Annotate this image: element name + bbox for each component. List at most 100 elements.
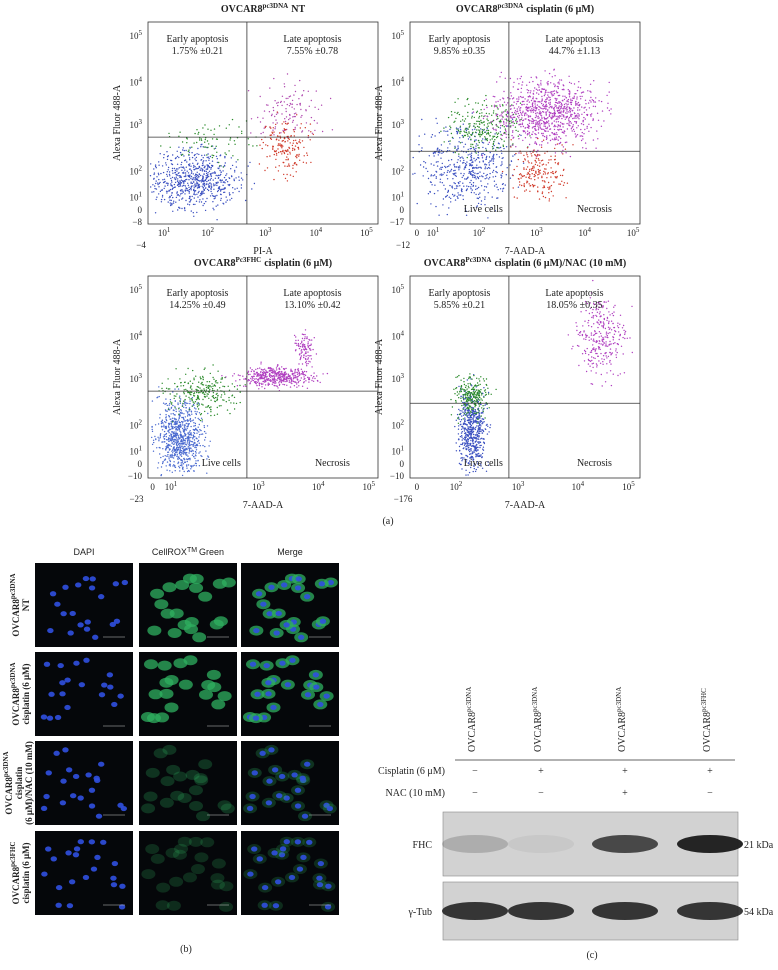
event-dot [550, 140, 551, 141]
event-dot [234, 373, 235, 374]
event-dot [217, 158, 218, 159]
event-dot [308, 347, 309, 348]
text-part: OVCAR8 [194, 258, 236, 269]
event-dot [556, 102, 557, 103]
event-dot [160, 414, 161, 415]
event-dot [190, 465, 191, 466]
text-part: 0 [415, 228, 420, 238]
event-dot [186, 423, 187, 424]
event-dot [537, 125, 538, 126]
event-dot [544, 95, 545, 96]
event-dot [193, 179, 194, 180]
event-dot [224, 156, 225, 157]
event-dot [200, 414, 201, 415]
event-dot [217, 395, 218, 396]
event-dot [220, 200, 221, 201]
event-dot [460, 142, 461, 143]
event-dot [453, 174, 454, 175]
event-dot [172, 188, 173, 189]
event-dot [176, 422, 177, 423]
event-dot [607, 103, 608, 104]
event-dot [547, 187, 548, 188]
event-dot [533, 96, 534, 97]
event-dot [501, 114, 502, 115]
event-dot [309, 355, 310, 356]
event-dot [185, 150, 186, 151]
event-dot [179, 175, 180, 176]
event-dot [259, 367, 260, 368]
event-dot [526, 152, 527, 153]
event-dot [232, 187, 233, 188]
event-dot [536, 158, 537, 159]
event-dot [484, 443, 485, 444]
event-dot [474, 140, 475, 141]
event-dot [175, 179, 176, 180]
event-dot [483, 153, 484, 154]
event-dot [265, 126, 266, 127]
event-dot [551, 191, 552, 192]
event-dot [572, 118, 573, 119]
y-tick-label: 0 [138, 205, 143, 215]
event-dot [527, 92, 528, 93]
event-dot [500, 127, 501, 128]
event-dot [227, 200, 228, 201]
event-dot [476, 159, 477, 160]
event-dot [165, 449, 166, 450]
event-dot [439, 152, 440, 153]
event-dot [177, 463, 178, 464]
event-dot [207, 386, 208, 387]
event-dot [412, 173, 413, 174]
event-dot [461, 189, 462, 190]
event-dot [191, 189, 192, 190]
event-dot [274, 380, 275, 381]
event-dot [194, 192, 195, 193]
event-dot [533, 93, 534, 94]
event-dot [204, 142, 205, 143]
event-dot [462, 177, 463, 178]
event-dot [581, 123, 582, 124]
event-dot [253, 370, 254, 371]
event-dot [174, 424, 175, 425]
event-dot [421, 119, 422, 120]
event-dot [459, 450, 460, 451]
event-dot [229, 413, 230, 414]
event-dot [275, 372, 276, 373]
event-dot [547, 127, 548, 128]
text-part: 3 [261, 480, 265, 488]
event-dot [185, 159, 186, 160]
event-dot [260, 362, 261, 363]
event-dot [578, 87, 579, 88]
event-dot [556, 121, 557, 122]
event-dot [479, 161, 480, 162]
event-dot [307, 155, 308, 156]
event-dot [489, 135, 490, 136]
event-dot [417, 203, 418, 204]
event-dot [214, 184, 215, 185]
event-dot [529, 174, 530, 175]
event-dot [301, 355, 302, 356]
event-dot [477, 145, 478, 146]
event-dot [533, 100, 534, 101]
event-dot [170, 429, 171, 430]
event-dot [299, 353, 300, 354]
event-dot [536, 98, 537, 99]
event-dot [282, 151, 283, 152]
event-dot [218, 187, 219, 188]
event-dot [555, 162, 556, 163]
y-tick-label: 105 [130, 283, 143, 295]
text-part: pc3DNA [263, 2, 289, 10]
event-dot [559, 117, 560, 118]
event-dot [204, 170, 205, 171]
event-dot [544, 122, 545, 123]
event-dot [478, 154, 479, 155]
event-dot [445, 196, 446, 197]
event-dot [190, 166, 191, 167]
event-dot [583, 124, 584, 125]
event-dot [224, 177, 225, 178]
event-dot [571, 114, 572, 115]
quadrant-label: Late apoptosis [283, 288, 341, 299]
event-dot [191, 451, 192, 452]
event-dot [177, 427, 178, 428]
event-dot [195, 389, 196, 390]
event-dot [192, 370, 193, 371]
